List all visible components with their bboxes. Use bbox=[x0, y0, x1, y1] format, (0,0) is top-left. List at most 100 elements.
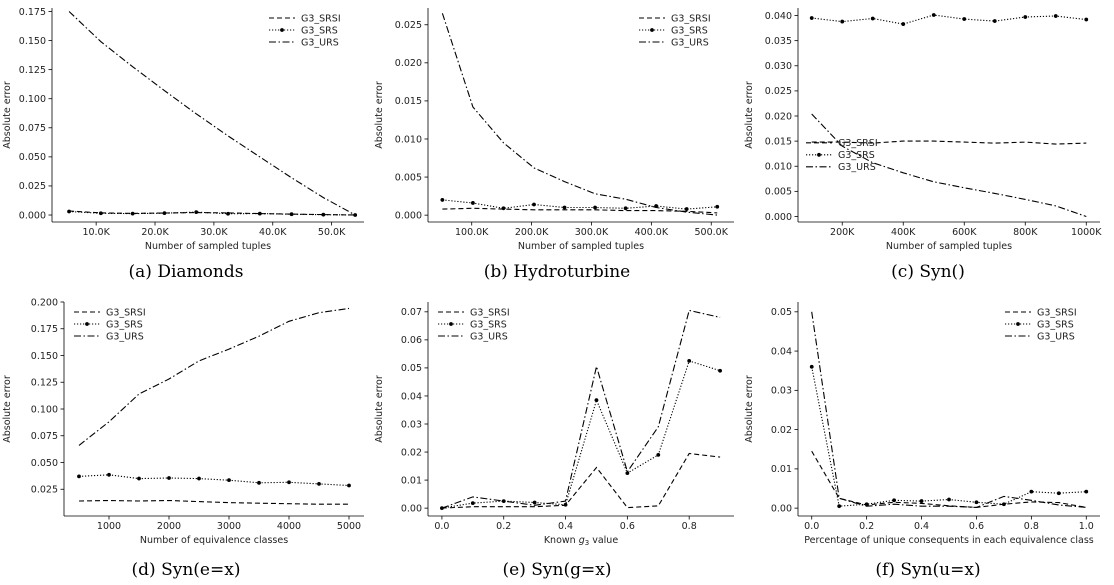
chart-panel-4: 1000 2000 3000 4000 5000 0.025 0.050 0.075 0.100… bbox=[0, 294, 372, 546]
legend-marker bbox=[817, 152, 821, 157]
data-point bbox=[656, 452, 661, 457]
y-tick-label: 0.01 bbox=[771, 464, 792, 475]
x-tick-label: 0.8 bbox=[1024, 521, 1039, 532]
series-line-g3-srs bbox=[442, 199, 718, 210]
legend-label: G3_URS bbox=[671, 37, 709, 48]
x-tick-label: 0.8 bbox=[682, 521, 697, 532]
y-axis-label: Absolute error bbox=[744, 375, 755, 443]
x-axis-label: Known g3 value bbox=[544, 535, 618, 547]
legend-label: G3_SRS bbox=[1037, 319, 1074, 330]
data-point bbox=[130, 211, 135, 216]
chart-svg-4: 1000 2000 3000 4000 5000 0.025 0.050 0.075 0.100… bbox=[2, 297, 364, 546]
legend-label: G3_SRSI bbox=[470, 307, 510, 318]
series-line-g3-srs bbox=[78, 474, 350, 487]
y-tick-label: 0.00 bbox=[401, 503, 422, 514]
data-point bbox=[809, 16, 814, 20]
x-tick-label: 0.0 bbox=[434, 521, 449, 532]
data-point bbox=[501, 206, 506, 211]
data-point bbox=[623, 206, 628, 211]
chart-svg-6: 0.0 0.2 0.4 0.6 0.8 1.0 0.00 0.01 0.02 0.03 0.04 0.… bbox=[744, 302, 1100, 546]
data-point bbox=[962, 17, 967, 21]
series-line-g3-srsi bbox=[442, 207, 718, 214]
series-line-g3-urs bbox=[78, 307, 350, 446]
y-tick-label: 0.025 bbox=[765, 86, 792, 97]
legend-label: G3_SRS bbox=[301, 25, 338, 36]
y-axis-label: Absolute error bbox=[2, 375, 13, 443]
data-point bbox=[870, 16, 875, 21]
data-point bbox=[226, 211, 230, 216]
data-point bbox=[837, 504, 842, 509]
x-tick-label: 400.0K bbox=[635, 227, 669, 238]
data-point bbox=[625, 471, 630, 475]
y-tick-label: 0.100 bbox=[19, 94, 46, 105]
x-tick-label: 0.2 bbox=[859, 521, 874, 532]
y-tick-label: 0.03 bbox=[401, 419, 422, 430]
series-line-g3-srsi bbox=[441, 452, 721, 509]
x-tick-label: 1.0 bbox=[1079, 521, 1094, 532]
y-tick-label: 0.010 bbox=[765, 162, 792, 173]
data-point bbox=[137, 476, 141, 481]
y-axis-label: Absolute error bbox=[374, 375, 385, 443]
x-tick-label: 4000 bbox=[277, 521, 301, 532]
x-tick-label: 0.0 bbox=[804, 521, 819, 532]
legend-label: G3_SRS bbox=[671, 25, 708, 36]
data-point bbox=[593, 205, 597, 210]
y-tick-label: 0.125 bbox=[31, 378, 58, 389]
legend-marker bbox=[1016, 322, 1020, 326]
data-point bbox=[194, 210, 199, 215]
data-point bbox=[1053, 14, 1058, 18]
data-point bbox=[1023, 15, 1028, 19]
data-point bbox=[1056, 491, 1061, 496]
data-point bbox=[992, 19, 997, 23]
data-point bbox=[1002, 502, 1006, 507]
x-tick-label: 0.4 bbox=[914, 521, 929, 532]
y-tick-label: 0.030 bbox=[765, 61, 792, 72]
panel-caption: (f) Syn(u=x) bbox=[875, 560, 981, 580]
series-line-g3-urs bbox=[811, 311, 1087, 508]
y-tick-label: 0.06 bbox=[401, 335, 422, 346]
data-point bbox=[919, 499, 924, 503]
data-point bbox=[440, 198, 445, 202]
y-tick-label: 0.000 bbox=[395, 210, 422, 221]
data-point bbox=[471, 201, 475, 205]
data-point bbox=[321, 212, 326, 217]
x-tick-label: 2000 bbox=[157, 521, 181, 532]
legend-label: G3_URS bbox=[1037, 331, 1075, 342]
x-tick-label: 0.6 bbox=[969, 521, 984, 532]
panel-caption: (e) Syn(g=x) bbox=[502, 560, 612, 580]
y-tick-label: 0.200 bbox=[31, 297, 58, 308]
data-point bbox=[947, 497, 951, 502]
y-tick-label: 0.015 bbox=[395, 96, 422, 107]
x-tick-label: 30.0K bbox=[200, 227, 228, 238]
data-point bbox=[162, 211, 167, 216]
panel-caption: (b) Hydroturbine bbox=[483, 262, 631, 282]
y-tick-label: 0.020 bbox=[765, 111, 792, 122]
y-tick-label: 0.04 bbox=[771, 346, 792, 357]
chart-svg-1: 10.0K 20.0K 30.0K 40.0K 50.0K 0.000 0.025 0.050… bbox=[2, 7, 364, 252]
chart-svg-3: 200K 400K 600K 800K 1000K 0.000 0.005 0.010 0.01… bbox=[744, 8, 1102, 252]
y-axis-label: Absolute error bbox=[744, 81, 755, 149]
data-point bbox=[684, 207, 689, 211]
y-tick-label: 0.150 bbox=[31, 351, 58, 362]
data-point bbox=[687, 358, 692, 363]
series-line-g3-srsi bbox=[78, 499, 349, 505]
data-point bbox=[347, 483, 351, 488]
x-tick-label: 40.0K bbox=[259, 227, 287, 238]
y-tick-label: 0.005 bbox=[765, 187, 792, 198]
chart-panel-5: 0.0 0.2 0.4 0.6 0.8 0.00 0.01 0.02 0.03 0.04 0.05 0… bbox=[372, 294, 742, 547]
y-tick-label: 0.150 bbox=[19, 36, 46, 47]
legend-label: G3_SRS bbox=[838, 150, 875, 161]
y-tick-label: 0.010 bbox=[395, 134, 422, 145]
y-tick-label: 0.175 bbox=[31, 324, 58, 335]
x-axis-label: Percentage of unique consequents in each… bbox=[804, 535, 1094, 546]
data-point bbox=[562, 205, 567, 210]
legend-label: G3_SRSI bbox=[301, 13, 341, 24]
data-point bbox=[257, 211, 262, 216]
data-point bbox=[317, 482, 321, 486]
x-axis-label: Number of sampled tuples bbox=[518, 241, 644, 252]
series-line-g3-urs bbox=[68, 11, 356, 216]
y-axis-label: Absolute error bbox=[374, 81, 385, 149]
y-tick-label: 0.00 bbox=[771, 503, 792, 514]
y-tick-label: 0.03 bbox=[771, 386, 792, 397]
